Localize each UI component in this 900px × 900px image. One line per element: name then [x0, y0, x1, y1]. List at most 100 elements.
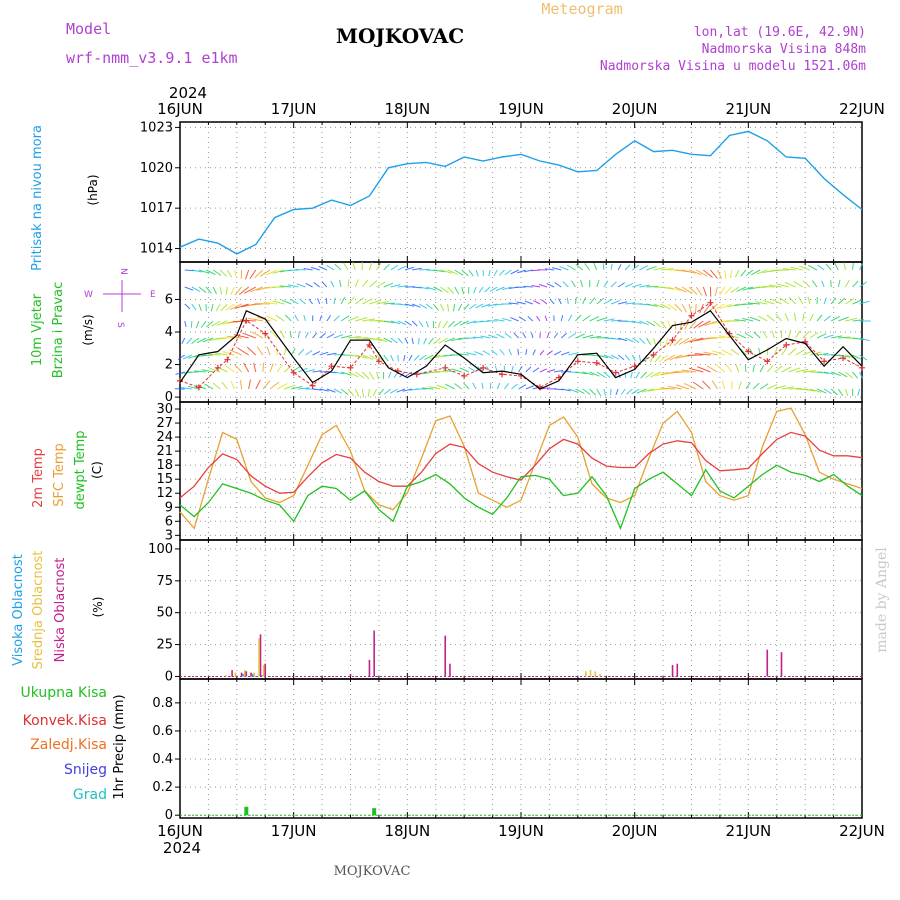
wind-arrow [683, 337, 697, 344]
wind-arrow [298, 348, 305, 356]
wind-arrow [664, 337, 669, 347]
wind-arrow [802, 313, 805, 322]
wind-arrow [775, 313, 782, 322]
cloud-mid-bar [225, 675, 227, 677]
wind-arrow [259, 269, 271, 277]
wind-arrow [397, 265, 407, 271]
top-x-tick-label: 20JUN [612, 100, 658, 118]
wind-gust-marker [177, 377, 183, 384]
wind-arrow [852, 299, 863, 305]
wind-arrow [262, 380, 271, 390]
wind-arrow [596, 297, 605, 305]
wind-gust-marker [347, 364, 354, 371]
wind-arrow [369, 299, 382, 305]
wind-arrow [844, 279, 850, 288]
wind-arrow [825, 263, 832, 271]
wind-arrow [603, 388, 607, 396]
wind-arrow [610, 319, 622, 322]
wind-arrow [225, 286, 228, 295]
wind-arrow [184, 303, 191, 310]
wind-arrow [821, 280, 825, 288]
wind-arrow [844, 388, 849, 397]
wind-arrow [852, 319, 865, 322]
wind-arrow [215, 303, 221, 312]
wind-arrow [222, 351, 235, 356]
wind-arrow [245, 269, 250, 280]
wind-arrow [284, 314, 292, 322]
wind-arrow [692, 381, 704, 390]
wind-arrow [461, 269, 469, 277]
wind-gust-marker [593, 359, 600, 366]
wind-arrow [639, 284, 651, 288]
wind-arrow [440, 303, 445, 312]
wind-arrow [369, 354, 380, 362]
wind-arrow [845, 371, 854, 379]
wind-arrow [635, 371, 640, 379]
wind-arrow [799, 265, 811, 271]
compass-icon: N W E S [84, 268, 156, 328]
wind-arrow [225, 365, 235, 373]
wind-arrow [742, 317, 754, 322]
wind-arrow [546, 350, 553, 356]
precip-ytick-label: 0.6 [152, 724, 173, 739]
wind-arrow [397, 285, 408, 288]
wind-arrow [714, 286, 719, 297]
wind-arrow [246, 346, 257, 356]
wind-arrow [266, 346, 271, 356]
wind-arrow [330, 280, 335, 288]
wind-arrow [719, 286, 726, 296]
wind-arrow [660, 268, 674, 271]
wind-arrow [442, 320, 449, 329]
wind-arrow [681, 369, 697, 373]
wind-arrow [631, 264, 640, 271]
wind-speed-line [179, 310, 863, 390]
wind-arrow [326, 388, 336, 393]
wind-arrow [560, 332, 568, 339]
wind-arrow [674, 286, 687, 293]
wind-arrow [219, 269, 227, 277]
wind-arrow [681, 303, 688, 313]
wind-arrow [404, 337, 409, 344]
wind-arrow [533, 300, 541, 305]
wind-arrow [352, 262, 356, 271]
wind-arrow [697, 366, 711, 373]
wind-arrow [788, 367, 801, 373]
wind-arrow [724, 286, 733, 295]
wind-arrow [831, 371, 842, 377]
wind-arrow [518, 384, 527, 390]
wind-arrow [554, 369, 564, 373]
wind-arrow [852, 280, 859, 288]
wind-gust-marker [290, 369, 297, 376]
wind-arrow [679, 320, 683, 330]
wind-arrow [466, 320, 477, 325]
wind-arrow [574, 296, 577, 305]
wind-arrow [472, 382, 477, 390]
temp-unit: (C) [90, 461, 104, 479]
wind-arrow [664, 354, 676, 362]
wind-arrow [631, 388, 640, 395]
wind-arrow [653, 320, 662, 328]
wind-arrow [279, 285, 292, 288]
wind-arrow [428, 385, 441, 390]
wind-arrow [229, 303, 242, 311]
wind-arrow [402, 388, 413, 392]
wind-arrow [450, 337, 462, 342]
wind-arrow [589, 371, 600, 377]
wind-arrow [688, 303, 692, 313]
wind-arrow [646, 285, 659, 288]
wind-arrow [319, 388, 329, 392]
temp-ylabel-2: SFC Temp [52, 443, 67, 507]
wind-arrow [795, 348, 806, 356]
wind-gust-marker [745, 348, 752, 355]
wind-arrow [242, 332, 256, 339]
altitude-label: Nadmorska Visina 848m [702, 42, 867, 57]
top-x-tick-label: 17JUN [271, 100, 317, 118]
wind-arrow [845, 317, 858, 322]
wind-arrow [457, 353, 469, 356]
wind-arrow [205, 269, 216, 275]
wind-arrow [639, 320, 649, 326]
wind-arrow [809, 313, 814, 322]
cloud-low-bar [231, 670, 233, 677]
wind-arrow [256, 346, 264, 356]
wind-arrow [781, 386, 795, 390]
